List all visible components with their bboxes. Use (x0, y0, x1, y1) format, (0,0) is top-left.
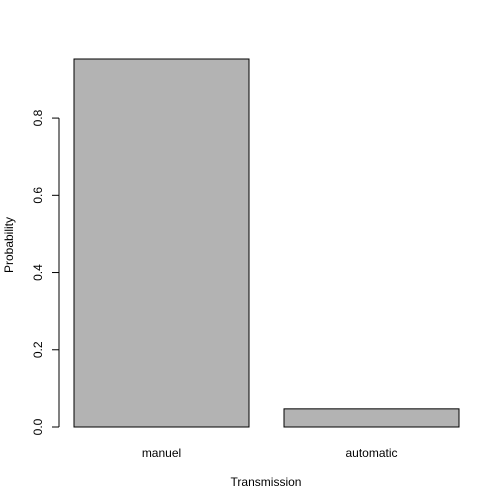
x-tick-label-automatic: automatic (345, 446, 397, 460)
x-axis-title: Transmission (231, 475, 302, 489)
y-axis: 0.0 0.2 0.4 0.6 0.8 (31, 109, 60, 435)
x-category-labels: manuel automatic (142, 446, 398, 460)
bar-automatic (283, 408, 460, 428)
y-tick-label: 0.0 (31, 418, 45, 435)
y-tick-label: 0.6 (31, 187, 45, 204)
bars-group (73, 58, 460, 428)
y-tick-label: 0.4 (31, 264, 45, 281)
y-tick-label: 0.2 (31, 341, 45, 358)
y-tick-label: 0.8 (31, 109, 45, 126)
x-tick-label-manuel: manuel (142, 446, 181, 460)
y-axis-title: Probability (2, 217, 16, 273)
bar-manuel (73, 58, 250, 428)
